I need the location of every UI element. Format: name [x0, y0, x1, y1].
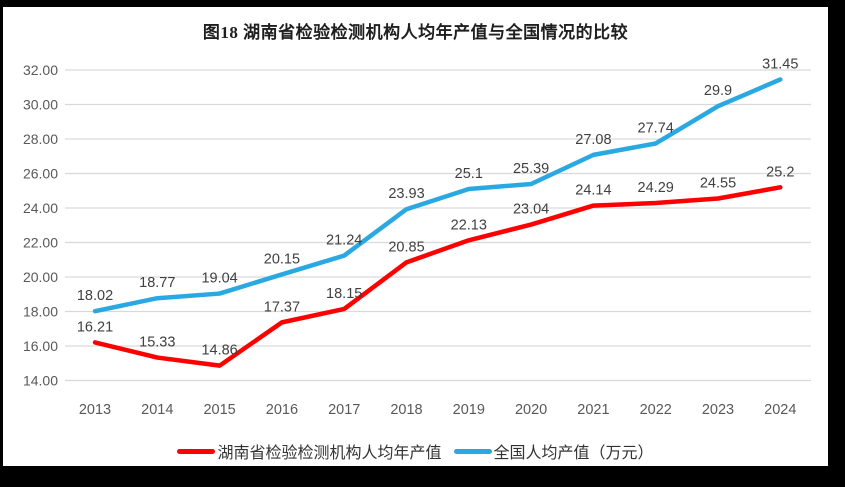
x-axis-tick-label: 2021: [577, 402, 609, 418]
data-point-label: 24.14: [575, 183, 611, 199]
legend-label-national: 全国人均产值（万元）: [493, 445, 654, 462]
y-axis-tick-label: 28.00: [23, 131, 58, 147]
chart-canvas: 图18 湖南省检验检测机构人均年产值与全国情况的比较 14.00 16.00 18.…: [3, 7, 828, 466]
x-axis-tick-label: 2023: [702, 402, 734, 418]
x-axis-tick-label: 2013: [79, 402, 111, 418]
x-axis-tick-label: 2014: [141, 402, 173, 418]
data-point-label: 16.21: [77, 319, 113, 335]
x-axis-tick-label: 2016: [266, 402, 298, 418]
y-axis-tick-label: 14.00: [23, 373, 58, 389]
chart-legend: 湖南省检验检测机构人均年产值 全国人均产值（万元）: [3, 439, 828, 463]
data-point-label: 25.1: [455, 166, 483, 182]
y-axis-tick-label: 22.00: [23, 235, 58, 251]
data-point-label: 20.85: [388, 239, 424, 255]
x-axis-tick-label: 2015: [203, 402, 235, 418]
data-point-label: 23.93: [388, 186, 424, 202]
data-point-label: 20.15: [264, 251, 300, 267]
y-axis-tick-label: 24.00: [23, 200, 58, 216]
national-series-line: [92, 77, 783, 314]
data-point-label: 18.02: [77, 288, 113, 304]
x-axis-tick-label: 2020: [515, 402, 547, 418]
data-point-label: 31.45: [762, 56, 798, 72]
data-point-label: 24.55: [700, 176, 736, 192]
y-axis-tick-label: 18.00: [23, 304, 58, 320]
x-axis-tick-label: 2018: [390, 402, 422, 418]
line-chart-plot: 14.00 16.00 18.00 20.00 22.00 24.00 26.00 28.00…: [23, 56, 811, 418]
data-point-label: 19.04: [201, 271, 237, 287]
data-point-label: 21.24: [326, 233, 362, 249]
national-series-line-swatch: [453, 448, 492, 454]
legend-label-hunan: 湖南省检验检测机构人均年产值: [217, 445, 442, 462]
data-point-label: 22.13: [451, 217, 487, 233]
y-axis-tick-label: 26.00: [23, 166, 58, 182]
y-axis-tick-label: 16.00: [23, 338, 58, 354]
x-axis-tick-label: 2017: [328, 402, 360, 418]
y-axis-tick-label: 32.00: [23, 62, 58, 78]
legend-item-hunan: 湖南省检验检测机构人均年产值: [177, 439, 442, 463]
hunan-series-line-swatch: [177, 448, 216, 454]
data-point-label: 27.74: [638, 120, 674, 136]
y-axis-tick-label: 20.00: [23, 269, 58, 285]
y-axis-tick-label: 30.00: [23, 97, 58, 113]
data-point-label: 18.15: [326, 286, 362, 302]
data-point-label: 27.08: [575, 132, 611, 148]
data-point-label: 25.2: [766, 164, 794, 180]
x-axis-tick-label: 2019: [453, 402, 485, 418]
data-point-label: 29.9: [704, 83, 732, 99]
hunan-series-line: [92, 185, 783, 368]
data-point-label: 18.77: [139, 275, 175, 291]
chart-title: 图18 湖南省检验检测机构人均年产值与全国情况的比较: [202, 23, 629, 42]
data-point-label: 23.04: [513, 202, 549, 218]
x-axis-tick-label: 2022: [640, 402, 672, 418]
legend-item-national: 全国人均产值（万元）: [453, 439, 654, 463]
data-point-label: 17.37: [264, 299, 300, 315]
x-axis-tick-label: 2024: [764, 402, 796, 418]
data-point-label: 24.29: [638, 180, 674, 196]
data-point-label: 14.86: [201, 343, 237, 359]
data-point-label: 15.33: [139, 335, 175, 351]
data-point-label: 25.39: [513, 161, 549, 177]
